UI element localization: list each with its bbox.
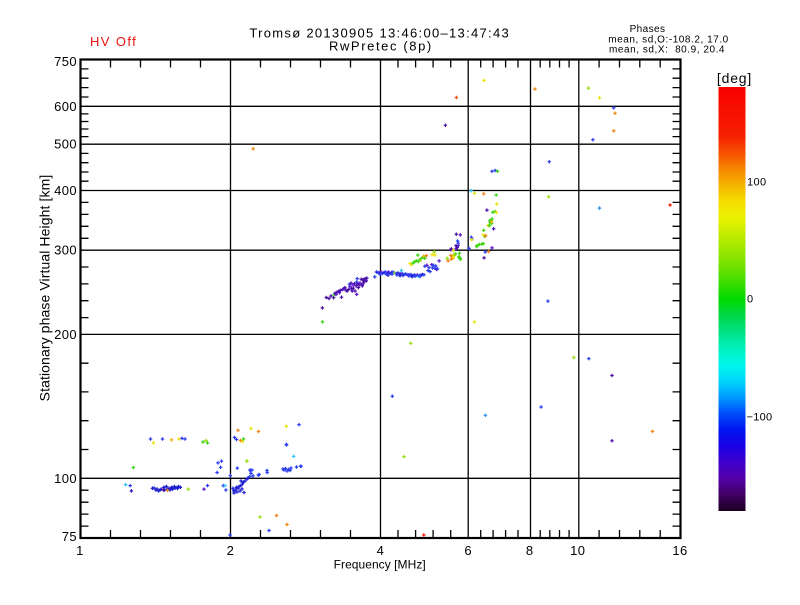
- svg-text:Stationary phase Virtual Heigh: Stationary phase Virtual Height [km]: [37, 175, 53, 402]
- svg-text:HV Off: HV Off: [90, 34, 137, 49]
- svg-text:0: 0: [747, 294, 753, 306]
- svg-text:RwPretec (8p): RwPretec (8p): [329, 39, 433, 54]
- svg-text:2: 2: [227, 543, 235, 558]
- svg-text:mean, sd,O:-108.2, 17.0: mean, sd,O:-108.2, 17.0: [608, 34, 729, 45]
- svg-text:200: 200: [54, 327, 77, 342]
- svg-text:10: 10: [570, 543, 585, 558]
- svg-text:300: 300: [54, 243, 77, 258]
- svg-text:600: 600: [54, 99, 77, 114]
- svg-text:Phases: Phases: [630, 24, 666, 35]
- svg-text:100: 100: [747, 177, 767, 189]
- svg-text:75: 75: [62, 529, 77, 544]
- svg-text:Tromsø 20130905 13:46:00–13:47: Tromsø 20130905 13:46:00–13:47:43: [249, 26, 510, 41]
- svg-text:−100: −100: [747, 411, 773, 423]
- svg-text:6: 6: [464, 543, 472, 558]
- svg-text:16: 16: [672, 543, 687, 558]
- svg-text:1: 1: [76, 543, 84, 558]
- svg-text:400: 400: [54, 183, 77, 198]
- svg-text:500: 500: [54, 137, 77, 152]
- svg-text:8: 8: [526, 543, 534, 558]
- svg-text:750: 750: [54, 54, 77, 69]
- svg-text:mean, sd,X: 80.9, 20.4: mean, sd,X: 80.9, 20.4: [609, 44, 725, 55]
- svg-text:4: 4: [377, 543, 385, 558]
- svg-text:100: 100: [54, 471, 77, 486]
- svg-text:Frequency [MHz]: Frequency [MHz]: [334, 558, 426, 572]
- svg-text:[deg]: [deg]: [717, 70, 752, 86]
